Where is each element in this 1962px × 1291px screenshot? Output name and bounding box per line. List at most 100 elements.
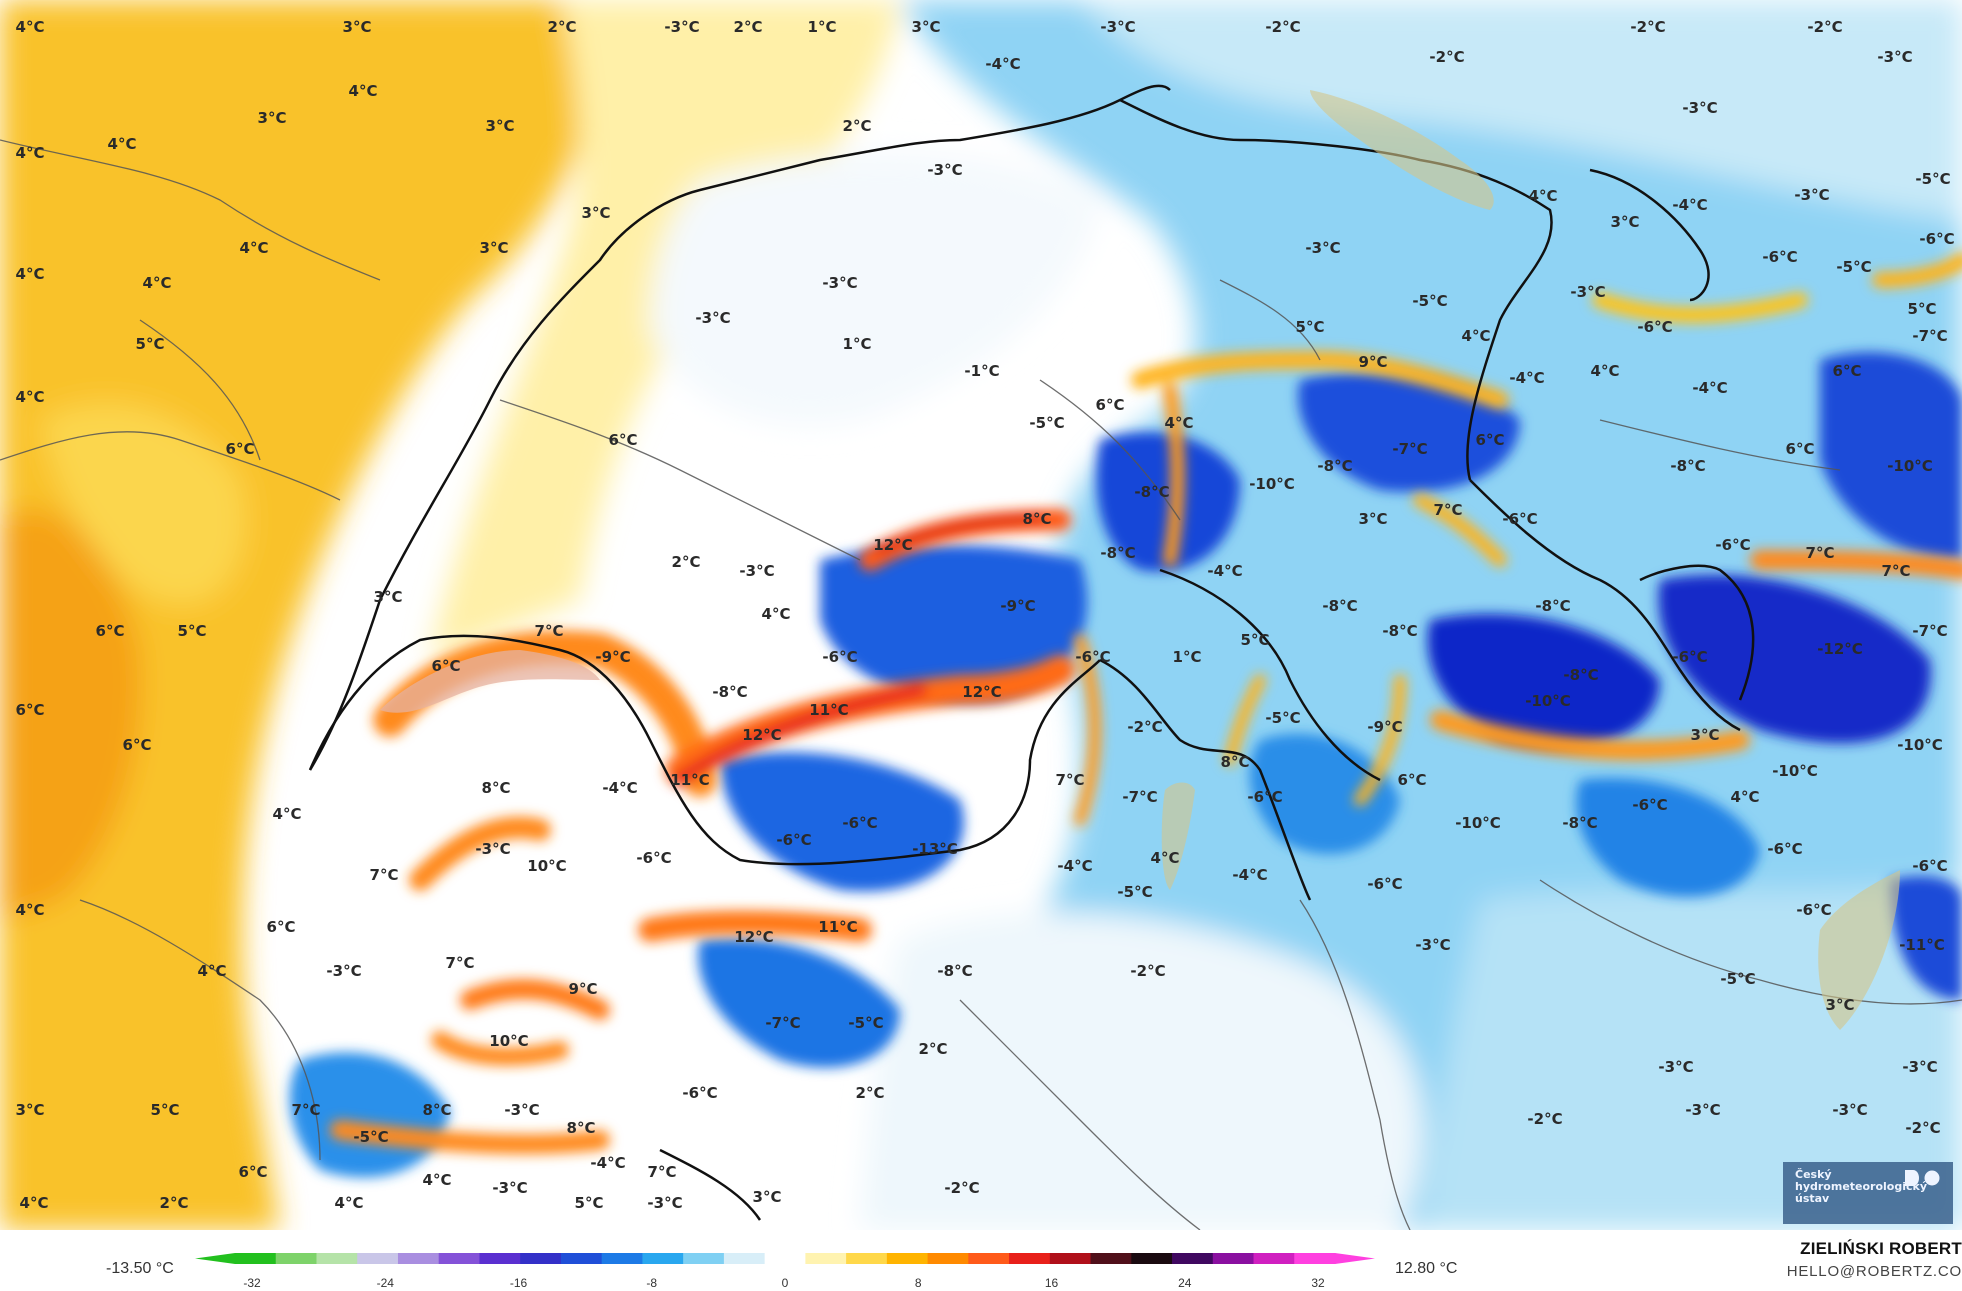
temperature-label: 8°C bbox=[1220, 753, 1250, 771]
temperature-label: -7°C bbox=[1912, 327, 1948, 345]
color-scale-swatch bbox=[1212, 1253, 1255, 1264]
temperature-label: -3°C bbox=[492, 1179, 528, 1197]
temperature-label: 6°C bbox=[1397, 771, 1427, 789]
temperature-label: 5°C bbox=[574, 1194, 604, 1212]
temperature-label: -6°C bbox=[1919, 230, 1955, 248]
temperature-label: 4°C bbox=[1528, 187, 1558, 205]
color-scale-swatch bbox=[235, 1253, 277, 1264]
temperature-label: 7°C bbox=[445, 954, 475, 972]
map-field bbox=[0, 0, 1962, 1230]
temperature-label: 3°C bbox=[1825, 996, 1855, 1014]
author-email: HELLO@ROBERTZ.CO bbox=[1786, 1263, 1962, 1280]
temperature-label: 4°C bbox=[1590, 362, 1620, 380]
temperature-label: 2°C bbox=[842, 117, 872, 135]
temperature-label: 5°C bbox=[1240, 631, 1270, 649]
temperature-label: 1°C bbox=[842, 335, 872, 353]
temperature-label: -4°C bbox=[590, 1154, 626, 1172]
temperature-label: 4°C bbox=[348, 82, 378, 100]
temperature-label: -3°C bbox=[1902, 1058, 1938, 1076]
temperature-label: -6°C bbox=[1632, 796, 1668, 814]
legend-min-label: -13.50 °C bbox=[106, 1260, 174, 1277]
temperature-label: 6°C bbox=[266, 918, 296, 936]
logo-line-3: ústav bbox=[1795, 1192, 1830, 1205]
temperature-label: -4°C bbox=[1509, 369, 1545, 387]
temperature-label: 3°C bbox=[479, 239, 509, 257]
temperature-label: 1°C bbox=[807, 18, 837, 36]
chmi-logo: Český hydrometeorologický ústav bbox=[1783, 1162, 1953, 1224]
temperature-label: 3°C bbox=[15, 1101, 45, 1119]
temperature-label: -6°C bbox=[682, 1084, 718, 1102]
color-scale-swatch bbox=[357, 1253, 399, 1264]
temperature-label: 9°C bbox=[568, 980, 598, 998]
color-scale-max-arrow bbox=[1335, 1253, 1375, 1264]
temperature-label: -6°C bbox=[776, 831, 812, 849]
temperature-label: 12°C bbox=[962, 683, 1002, 701]
temperature-label: 4°C bbox=[272, 805, 302, 823]
temperature-label: -6°C bbox=[842, 814, 878, 832]
temperature-label: -6°C bbox=[1502, 510, 1538, 528]
temperature-label: 4°C bbox=[142, 274, 172, 292]
temperature-label: -10°C bbox=[1249, 475, 1295, 493]
temperature-label: -3°C bbox=[1415, 936, 1451, 954]
temperature-label: -6°C bbox=[822, 648, 858, 666]
temperature-label: 2°C bbox=[855, 1084, 885, 1102]
temperature-label: -5°C bbox=[353, 1128, 389, 1146]
temperature-label: -5°C bbox=[1265, 709, 1301, 727]
temperature-label: -4°C bbox=[1232, 866, 1268, 884]
author-credit: ZIELIŃSKI ROBERT HELLO@ROBERTZ.CO bbox=[1787, 1239, 1962, 1280]
temperature-label: -10°C bbox=[1887, 457, 1933, 475]
temperature-label: -3°C bbox=[1794, 186, 1830, 204]
color-scale-swatch bbox=[1009, 1253, 1051, 1264]
logo-line-1: Český bbox=[1795, 1168, 1832, 1181]
temperature-label: -11°C bbox=[1899, 936, 1945, 954]
temperature-label: 4°C bbox=[15, 18, 45, 36]
temperature-label: 10°C bbox=[527, 857, 567, 875]
temperature-label: 6°C bbox=[1095, 396, 1125, 414]
temperature-label: -8°C bbox=[1134, 483, 1170, 501]
temperature-label: 3°C bbox=[373, 588, 403, 606]
temperature-label: -4°C bbox=[985, 55, 1021, 73]
temperature-label: 2°C bbox=[547, 18, 577, 36]
temperature-label: -6°C bbox=[1762, 248, 1798, 266]
temperature-label: 2°C bbox=[671, 553, 701, 571]
color-scale-swatch bbox=[520, 1253, 562, 1264]
temperature-label: 3°C bbox=[342, 18, 372, 36]
color-scale-tick-label: -16 bbox=[509, 1276, 528, 1290]
color-scale-swatch bbox=[723, 1253, 766, 1264]
color-scale-swatch bbox=[1090, 1253, 1132, 1264]
temperature-label: -2°C bbox=[1130, 962, 1166, 980]
temperature-label: 4°C bbox=[15, 265, 45, 283]
color-scale-swatch bbox=[683, 1253, 725, 1264]
temperature-label: 8°C bbox=[566, 1119, 596, 1137]
temperature-label: 8°C bbox=[422, 1101, 452, 1119]
temperature-label: -10°C bbox=[1897, 736, 1943, 754]
temperature-label: -3°C bbox=[504, 1101, 540, 1119]
temperature-label: -6°C bbox=[1367, 875, 1403, 893]
temperature-label: 7°C bbox=[291, 1101, 321, 1119]
temperature-label: 4°C bbox=[239, 239, 269, 257]
temperature-label: -3°C bbox=[647, 1194, 683, 1212]
color-scale-swatch bbox=[560, 1253, 603, 1264]
temperature-label: -2°C bbox=[944, 1179, 980, 1197]
temperature-label: -3°C bbox=[1658, 1058, 1694, 1076]
temperature-label: -8°C bbox=[1562, 814, 1598, 832]
legend-max-label: 12.80 °C bbox=[1395, 1260, 1458, 1277]
temperature-label: -6°C bbox=[1637, 318, 1673, 336]
temperature-label: 4°C bbox=[15, 901, 45, 919]
temperature-label: 4°C bbox=[15, 388, 45, 406]
temperature-label: -2°C bbox=[1127, 718, 1163, 736]
temperature-label: -5°C bbox=[1836, 258, 1872, 276]
color-scale-tick-label: 24 bbox=[1178, 1276, 1192, 1290]
temperature-label: 6°C bbox=[1832, 362, 1862, 380]
temperature-label: -6°C bbox=[1912, 857, 1948, 875]
temperature-label: -3°C bbox=[1100, 18, 1136, 36]
temperature-label: -8°C bbox=[1563, 666, 1599, 684]
color-scale-tick-label: -24 bbox=[376, 1276, 394, 1290]
temperature-label: -3°C bbox=[927, 161, 963, 179]
color-scale-swatch bbox=[1253, 1253, 1295, 1264]
temperature-label: -2°C bbox=[1807, 18, 1843, 36]
temperature-label: 12°C bbox=[873, 536, 913, 554]
temperature-label: 2°C bbox=[159, 1194, 189, 1212]
temperature-label: 10°C bbox=[489, 1032, 529, 1050]
color-scale-swatch bbox=[479, 1253, 521, 1264]
